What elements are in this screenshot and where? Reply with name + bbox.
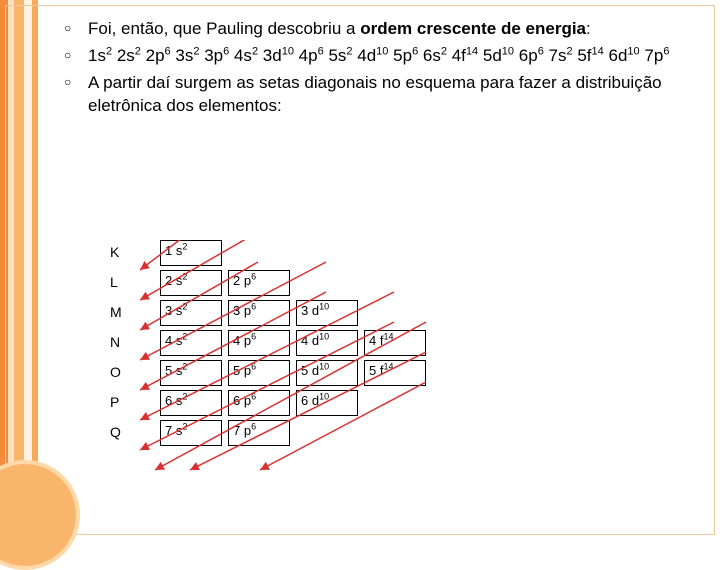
bullet-3-text: A partir daí surgem as setas diagonais n… — [88, 73, 662, 115]
orbital-cell: 4 s2 — [160, 330, 222, 356]
bullet-3: A partir daí surgem as setas diagonais n… — [60, 72, 700, 118]
bullet-1-post: : — [586, 19, 591, 38]
left-accent-stripes — [0, 0, 38, 540]
orbital-cell: 2 s2 — [160, 270, 222, 296]
shell-label: Q — [110, 424, 121, 440]
bullet-2: 1s2 2s2 2p6 3s2 3p6 4s2 3d10 4p6 5s2 4d1… — [60, 45, 700, 68]
shell-label: P — [110, 394, 119, 410]
orbital-cell: 2 p6 — [228, 270, 290, 296]
accent-stripe — [14, 0, 24, 540]
orbital-cell: 7 s2 — [160, 420, 222, 446]
orbital-cell: 6 d10 — [296, 390, 358, 416]
accent-stripe — [32, 0, 38, 540]
orbital-cell: 5 s2 — [160, 360, 222, 386]
orbital-cell: 6 s2 — [160, 390, 222, 416]
orbital-cell: 5 d10 — [296, 360, 358, 386]
shell-label: K — [110, 244, 119, 260]
orbital-cell: 1 s2 — [160, 240, 222, 266]
accent-stripe — [24, 0, 32, 540]
pauling-diagram: K 1 s2 L 2 s22 p6 M 3 s23 p63 d10 N 4 s24 p64 d… — [100, 240, 520, 520]
orbital-cell: 3 d10 — [296, 300, 358, 326]
corner-circle-decoration — [0, 460, 80, 570]
orbital-cell: 4 p6 — [228, 330, 290, 356]
orbital-cell: 7 p6 — [228, 420, 290, 446]
orbital-cell: 5 p6 — [228, 360, 290, 386]
orbital-cell: 4 d10 — [296, 330, 358, 356]
orbital-cell: 3 p6 — [228, 300, 290, 326]
orbital-cell: 6 p6 — [228, 390, 290, 416]
bullet-1-pre: Foi, então, que Pauling descobriu a — [88, 19, 360, 38]
orbital-cell: 3 s2 — [160, 300, 222, 326]
shell-label: N — [110, 334, 120, 350]
orbital-cell: 5 f14 — [364, 360, 426, 386]
content-area: Foi, então, que Pauling descobriu a orde… — [60, 18, 700, 122]
shell-label: M — [110, 304, 122, 320]
bullet-2-text: 1s2 2s2 2p6 3s2 3p6 4s2 3d10 4p6 5s2 4d1… — [88, 46, 669, 65]
bullet-list: Foi, então, que Pauling descobriu a orde… — [60, 18, 700, 118]
bullet-1: Foi, então, que Pauling descobriu a orde… — [60, 18, 700, 41]
orbital-cell: 4 f14 — [364, 330, 426, 356]
accent-stripe — [0, 0, 8, 540]
shell-label: O — [110, 364, 121, 380]
shell-label: L — [110, 274, 118, 290]
bullet-1-bold: ordem crescente de energia — [360, 19, 586, 38]
